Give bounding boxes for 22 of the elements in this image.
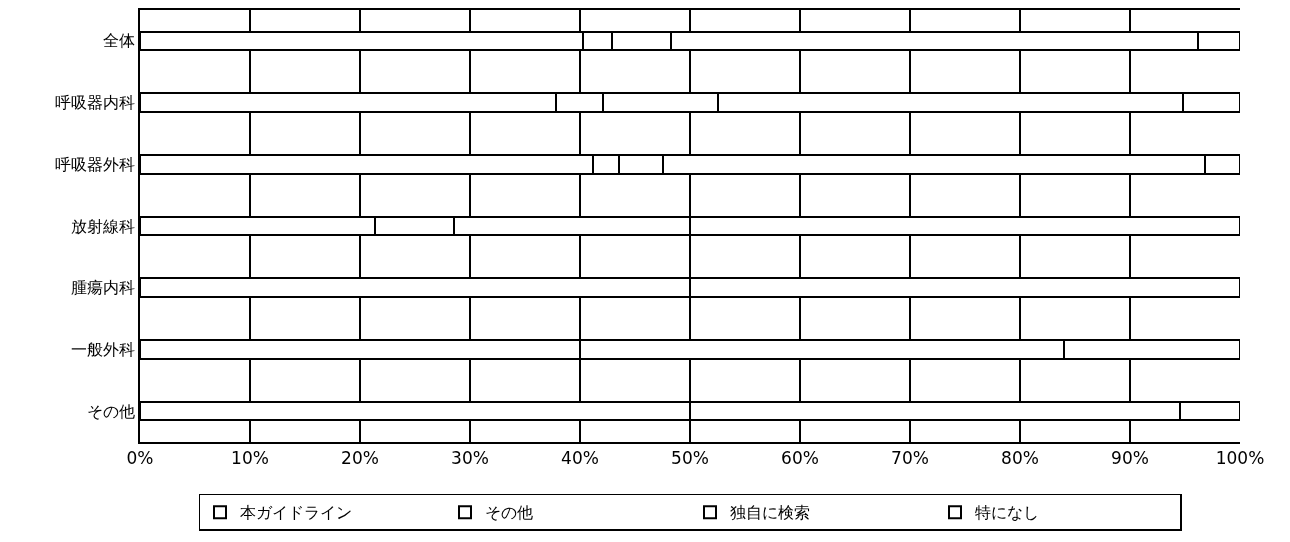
x-tick-label: 60% [781, 448, 819, 469]
x-tick-label: 20% [341, 448, 379, 469]
y-tick-label: 一般外科 [71, 340, 136, 360]
y-tick-label: 呼吸器内科 [55, 93, 136, 113]
x-tick-label: 80% [1001, 448, 1039, 469]
y-tick-label: 全体 [103, 31, 136, 51]
legend-label: 独自に検索 [730, 503, 810, 523]
x-tick-label: 0% [126, 448, 154, 469]
legend-label: 特になし [975, 503, 1039, 523]
x-tick-label: 90% [1111, 448, 1149, 469]
x-tick-label: 40% [561, 448, 599, 469]
x-tick-label: 10% [231, 448, 269, 469]
x-tick-label: 100% [1215, 448, 1265, 469]
y-tick-label: 腫瘍内科 [71, 278, 136, 298]
legend-label: 本ガイドライン [240, 503, 352, 523]
y-tick-label: 放射線科 [71, 216, 136, 236]
legend-label: その他 [485, 503, 533, 523]
y-tick-label: その他 [87, 401, 136, 421]
y-tick-label: 呼吸器外科 [55, 154, 136, 174]
x-tick-label: 30% [451, 448, 489, 469]
x-tick-label: 70% [891, 448, 929, 469]
x-tick-label: 50% [671, 448, 709, 469]
